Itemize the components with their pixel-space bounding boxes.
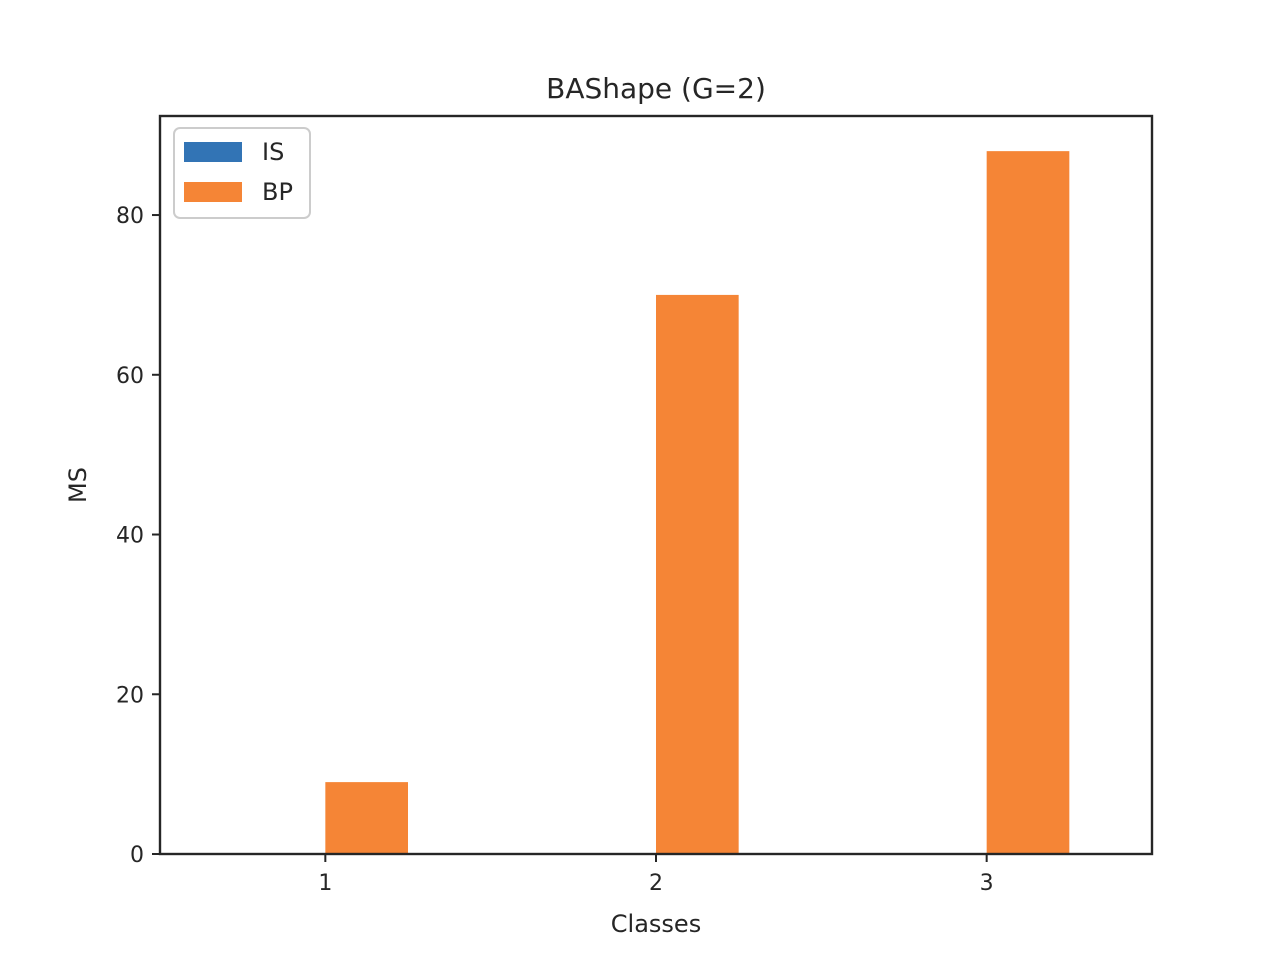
y-tick-label: 60	[116, 364, 144, 389]
y-tick-label: 80	[116, 204, 144, 229]
legend-label-is: IS	[262, 138, 284, 166]
y-tick-label: 20	[116, 683, 144, 708]
chart-title: BAShape (G=2)	[546, 72, 766, 105]
axis-ticks: 1 2 3 0 20 40 60 80	[116, 204, 994, 896]
x-tick-label: 2	[649, 871, 663, 896]
x-tick-label: 3	[980, 871, 994, 896]
bars-layer	[325, 151, 1070, 855]
bar-bp-class-3	[986, 151, 1070, 855]
bar-bp-class-2	[656, 294, 739, 855]
y-tick-label: 40	[116, 524, 144, 549]
x-tick-label: 1	[318, 871, 332, 896]
legend-label-bp: BP	[262, 178, 293, 206]
y-axis-label: MS	[64, 467, 92, 503]
x-axis-label: Classes	[611, 910, 701, 938]
legend-swatch-bp	[184, 182, 242, 202]
legend: IS BP	[173, 127, 311, 219]
bar-bp-class-1	[325, 782, 408, 854]
plot-frame	[158, 114, 1154, 856]
y-tick-label: 0	[130, 843, 144, 868]
legend-swatch-is	[184, 142, 242, 162]
